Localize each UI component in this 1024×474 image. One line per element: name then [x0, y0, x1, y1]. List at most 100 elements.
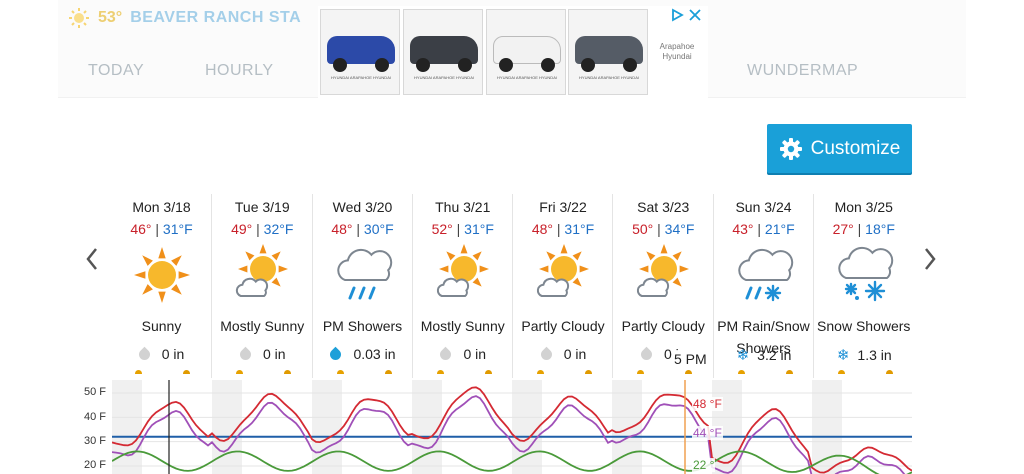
condition-text: Mostly Sunny [420, 318, 505, 334]
day-name: Fri 3/22 [539, 199, 587, 215]
sunrise-marker [135, 370, 142, 374]
station-name[interactable]: BEAVER RANCH STA [130, 9, 302, 26]
precip-value: 0 in [262, 346, 286, 362]
temp-separator: | [252, 221, 264, 237]
high-temp: 49° [231, 221, 253, 237]
tab-hourly[interactable]: HOURLY [205, 62, 274, 79]
day-column[interactable]: Mon 3/18 46° | 31°F Sunny 0 in [111, 194, 212, 378]
low-temp: 31°F [162, 221, 193, 237]
day-column[interactable]: Tue 3/19 49° | 32°F Mostly Sunny 0 in [211, 194, 312, 378]
ad-brand-line2: Hyundai [662, 52, 692, 61]
precip-amount: ❄ 3.2 in [714, 346, 815, 364]
ad-brand-line1: Arapahoe [659, 42, 695, 51]
sunrise-marker [637, 370, 645, 374]
precip-amount: 0 in [513, 346, 614, 363]
hourly-graph[interactable]: 48 °F 44 °F 22 ° [111, 370, 913, 474]
wheel-icon [333, 58, 347, 72]
sunrise-marker [537, 370, 544, 374]
day-column[interactable]: Sat 3/23 50° | 34°F Partly Cloudy 0 in [612, 194, 713, 378]
daylight-markers [513, 370, 614, 378]
sunrise-marker [236, 370, 244, 374]
temp-separator: | [452, 221, 465, 237]
high-temp: 50° [632, 221, 654, 237]
raindrop-icon [638, 346, 655, 363]
condition-text: PM Rain/Snow Showers [717, 318, 810, 356]
precip-value: 0.03 in [353, 346, 396, 362]
day-name: Sun 3/24 [735, 199, 792, 215]
sunrise-marker [737, 370, 745, 374]
precip-amount: 0 in [111, 346, 212, 363]
low-temp: 30°F [363, 221, 394, 237]
precip-value: 0 in [161, 346, 185, 362]
close-icon[interactable] [688, 8, 702, 22]
day-column[interactable]: Thu 3/21 52° | 31°F Mostly Sunny 0 in [411, 194, 514, 378]
sunrise-marker [436, 370, 444, 374]
wheel-icon [458, 58, 472, 72]
temp-separator: | [151, 221, 163, 237]
sunset-marker [183, 370, 190, 374]
ad-caption: HYUNDAI ARAPAHOE HYUNDAI [414, 75, 474, 80]
temp-separator: | [853, 221, 866, 237]
forecast-tabs: TODAY HOURLY WUNDERMAP [58, 58, 966, 86]
chevron-left-icon[interactable] [84, 246, 100, 272]
ad-car-image[interactable]: HYUNDAI ARAPAHOE HYUNDAI [486, 9, 566, 95]
daylight-markers [212, 370, 313, 378]
day-column[interactable]: Mon 3/25 27° | 18°F Snow Showers ❄ 1.3 in [812, 194, 914, 378]
current-conditions[interactable]: 53° BEAVER RANCH STA [68, 6, 301, 30]
high-temp: 48° [331, 221, 353, 237]
y-tick-label: 40 F [83, 411, 106, 423]
condition-text: Sunny [141, 318, 182, 334]
rain-snow-icon [737, 248, 793, 302]
day-name: Sat 3/23 [637, 199, 690, 215]
low-temp: 32°F [263, 221, 294, 237]
day-column[interactable]: Fri 3/22 48° | 31°F Partly Cloudy 0 in [512, 194, 613, 378]
tab-today[interactable]: TODAY [88, 62, 145, 79]
wheel-icon [416, 58, 430, 72]
daylight-markers [714, 370, 815, 378]
ad-car-image[interactable]: HYUNDAI ARAPAHOE HYUNDAI [568, 9, 648, 95]
high-temp: 48° [531, 221, 553, 237]
temp-separator: | [352, 221, 364, 237]
day-name: Mon 3/25 [834, 199, 893, 215]
day-temps: 52° | 31°F [413, 221, 513, 239]
wheel-icon [581, 58, 595, 72]
chevron-right-icon[interactable] [922, 246, 938, 272]
ad-brand[interactable]: Arapahoe Hyundai [652, 42, 702, 62]
condition-text: Snow Showers [817, 318, 911, 334]
condition-text: PM Showers [322, 318, 403, 334]
low-temp: 31°F [464, 221, 494, 237]
condition-text: Partly Cloudy [521, 318, 605, 334]
precip-amount: 0 in [413, 346, 514, 363]
sun-cloud-icon [236, 244, 289, 297]
advertisement[interactable]: HYUNDAI ARAPAHOE HYUNDAI HYUNDAI ARAPAHO… [318, 6, 708, 98]
high-temp: 46° [130, 221, 152, 237]
raindrop-icon [136, 346, 152, 363]
customize-button[interactable]: Customize [767, 124, 912, 173]
day-column[interactable]: Wed 3/20 48° | 30°F PM Showers 0.03 in [311, 194, 413, 378]
sunrise-marker [837, 370, 845, 374]
ad-controls [670, 8, 702, 22]
temp-separator: | [553, 221, 565, 237]
day-temps: 49° | 32°F [212, 221, 312, 239]
precip-value: 0 in [463, 346, 487, 362]
day-temps: 50° | 34°F [613, 221, 713, 239]
high-temp: 27° [832, 221, 854, 237]
daylight-markers [413, 370, 514, 378]
raindrop-icon [438, 346, 454, 363]
low-temp: 31°F [564, 221, 595, 237]
graph-plot[interactable] [111, 370, 913, 474]
day-column[interactable]: Sun 3/24 43° | 21°F PM Rain/Snow Showers… [712, 194, 815, 378]
precip-value: 3.2 in [757, 347, 792, 363]
sun-cloud-icon [536, 244, 589, 297]
rain-icon [336, 248, 392, 300]
customize-label: Customize [810, 137, 901, 159]
snowflake-icon: ❄ [736, 347, 750, 364]
ad-choices-icon[interactable] [670, 8, 684, 22]
ad-car-image[interactable]: HYUNDAI ARAPAHOE HYUNDAI [320, 9, 400, 95]
ad-car-image[interactable]: HYUNDAI ARAPAHOE HYUNDAI [403, 9, 483, 95]
sunset-marker [785, 370, 793, 374]
daily-forecast: Mon 3/18 46° | 31°F Sunny 0 in Tue 3/19 … [111, 194, 913, 378]
tab-wundermap[interactable]: WUNDERMAP [747, 62, 859, 79]
day-temps: 27° | 18°F [814, 221, 914, 239]
